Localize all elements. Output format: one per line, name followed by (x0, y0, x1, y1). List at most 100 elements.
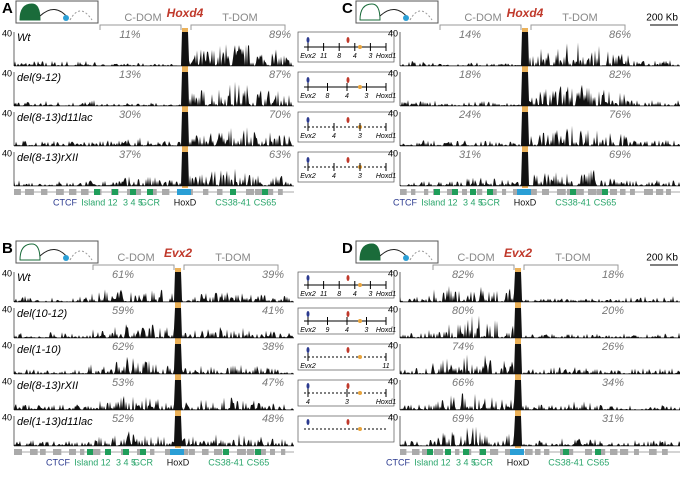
diagram-label: 8 (326, 93, 330, 100)
domain-bracket (92, 264, 279, 270)
gene-block (14, 189, 21, 195)
row-label: del(1-13)d11lac (17, 416, 93, 428)
c-dom-percent: 61% (112, 269, 134, 281)
gene-block (162, 189, 170, 195)
track-profile (400, 32, 680, 66)
diagram-viewpoint (358, 391, 362, 395)
diagram-viewpoint (358, 319, 362, 323)
diagram-label: Evx2 (300, 291, 316, 298)
t-dom-label: T-DOM (562, 12, 597, 24)
gene-block (412, 449, 420, 455)
gene-block (620, 189, 626, 195)
gene-block (620, 449, 629, 455)
t-dom-label: T-DOM (222, 12, 257, 24)
t-dom-percent: 34% (602, 377, 624, 389)
feature-label: CS38-41 (548, 457, 584, 467)
feature-label: 3 4 5 (463, 197, 483, 207)
gene-block (434, 449, 443, 455)
c-dom-percent: 80% (452, 305, 474, 317)
y-tick-label: 40 (2, 340, 12, 350)
gene-block (424, 189, 429, 195)
gene-block (666, 189, 671, 195)
y-tick-label: 40 (2, 268, 12, 278)
gene-block (56, 189, 64, 195)
gene-block (649, 449, 657, 455)
gene-block (576, 189, 584, 195)
diagram-label: 8 (337, 53, 341, 60)
gene-block (662, 449, 668, 455)
feature-label: HoxD (174, 197, 197, 207)
feature-label: CS65 (254, 197, 277, 207)
t-dom-percent: 47% (262, 377, 284, 389)
hoxd-block (170, 449, 184, 455)
icon-domain (19, 3, 41, 21)
track-profile (14, 308, 294, 338)
diagram-ctcf (346, 157, 350, 163)
track-profile (400, 416, 680, 446)
feature-label: 3 4 5 (123, 197, 143, 207)
diagram-ctcf (346, 77, 350, 83)
domain-bracket (99, 24, 286, 30)
diagram-ctcf (346, 347, 350, 353)
diagram-ctcf (346, 383, 350, 389)
diagram-viewpoint (358, 45, 362, 49)
gene-label: Evx2 (504, 246, 532, 260)
diagram-label: Evx2 (300, 133, 316, 140)
diagram-label: 3 (358, 173, 362, 180)
feature-label: GCR (480, 197, 501, 207)
icon-domain (359, 243, 381, 261)
feature-label: CTCF (386, 457, 410, 467)
t-dom-label: T-DOM (555, 252, 590, 264)
diagram-label: 11 (320, 53, 327, 60)
t-dom-percent: 70% (269, 109, 291, 121)
diagram-ctcf (306, 419, 310, 425)
t-dom-percent: 69% (609, 149, 631, 161)
c-dom-percent: 37% (119, 149, 141, 161)
diagram-viewpoint (358, 283, 362, 287)
gene-block (525, 449, 533, 455)
feature-label: CTCF (53, 197, 77, 207)
gene-block (217, 189, 223, 195)
icon-dot (63, 15, 69, 21)
hoxd-block (510, 449, 524, 455)
feature-mark (487, 189, 493, 195)
c-dom-percent: 53% (112, 377, 134, 389)
feature-mark (223, 449, 229, 455)
diagram-label: Evx2 (300, 53, 316, 60)
gene-block (557, 189, 566, 195)
diagram-label: 4 (306, 399, 310, 406)
feature-mark (445, 449, 451, 455)
gene-block (656, 189, 664, 195)
gene-block (80, 449, 85, 455)
feature-mark (87, 449, 93, 455)
t-dom-percent: 26% (601, 341, 624, 353)
y-tick-label: 40 (2, 28, 12, 38)
gene-block (447, 189, 454, 195)
y-tick-label: 40 (388, 108, 398, 118)
diagram-ctcf (346, 117, 350, 123)
t-dom-percent: 31% (602, 413, 624, 425)
y-tick-label: 40 (2, 148, 12, 158)
feature-mark (434, 189, 440, 195)
gene-block (490, 449, 499, 455)
gene-block (237, 449, 246, 455)
diagram-label: 4 (332, 173, 336, 180)
feature-label: GCR (140, 197, 161, 207)
track-profile (14, 152, 294, 186)
diagram-ctcf (306, 77, 310, 83)
gene-block (136, 189, 142, 195)
gene-block (610, 449, 618, 455)
y-tick-label: 40 (2, 412, 12, 422)
gene-block (137, 449, 143, 455)
gene-block (490, 189, 497, 195)
row-label: del(9-12) (17, 72, 61, 84)
y-tick-label: 40 (388, 268, 398, 278)
t-dom-percent: 41% (262, 305, 284, 317)
c-dom-label: C-DOM (464, 12, 501, 24)
c-dom-percent: 18% (459, 69, 481, 81)
c-dom-percent: 74% (452, 341, 474, 353)
gene-block (270, 449, 275, 455)
feature-label: 3 4 5 (116, 457, 136, 467)
gene-block (634, 449, 639, 455)
icon-dot (63, 255, 69, 261)
